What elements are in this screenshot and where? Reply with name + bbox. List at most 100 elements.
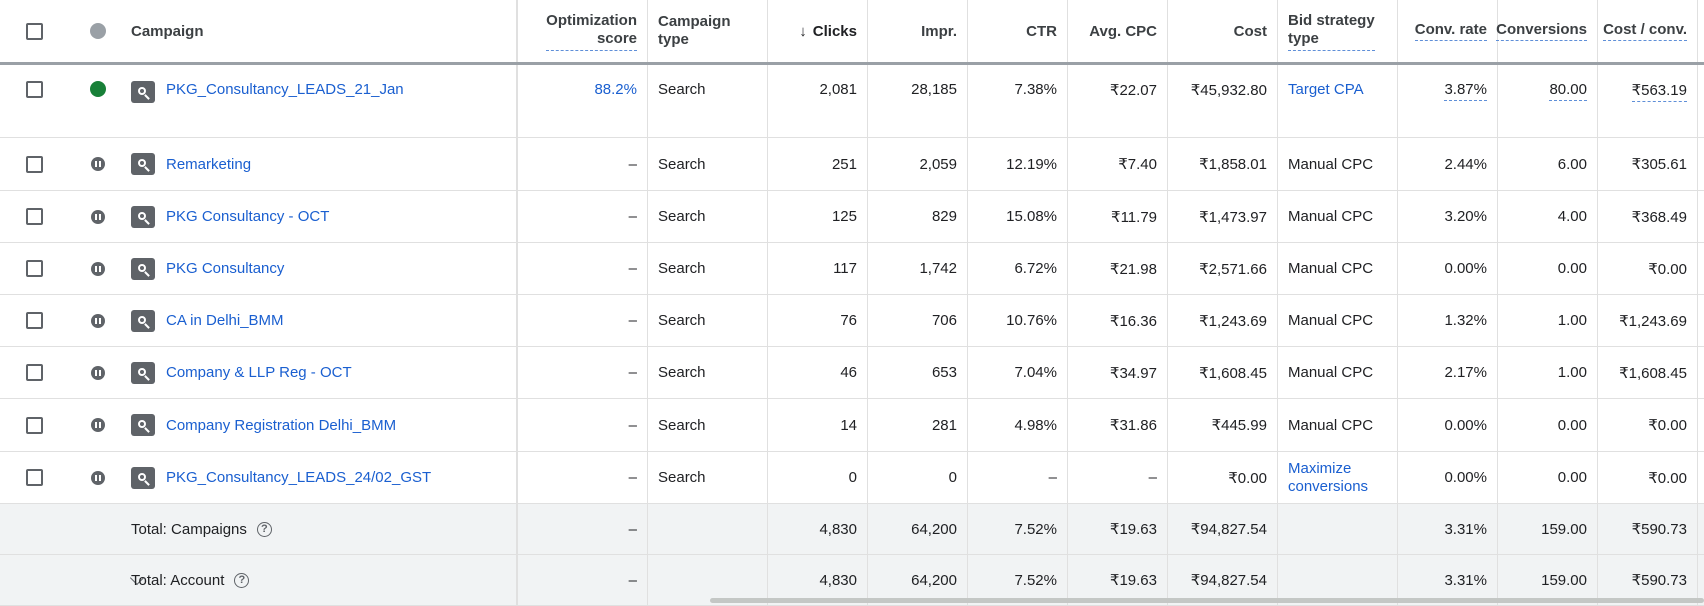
metric-cpc: ₹21.98 xyxy=(1109,260,1157,278)
optimization-score[interactable]: 88.2% xyxy=(594,81,637,98)
header-campaign-type[interactable]: Campaign type xyxy=(658,13,731,49)
cell-clicks: 251 xyxy=(768,138,868,190)
row-divider xyxy=(0,451,1704,452)
metric-cost: ₹1,243.69 xyxy=(1199,312,1267,330)
metric-conversions: 0.00 xyxy=(1557,469,1587,486)
header-impr[interactable]: Impr. xyxy=(921,22,957,40)
campaign-name-link[interactable]: Remarketing xyxy=(166,155,252,173)
cell-conversions: 4.00 xyxy=(1498,191,1598,242)
row-checkbox[interactable] xyxy=(25,155,43,173)
campaign-type: Search xyxy=(658,364,706,381)
row-checkbox[interactable] xyxy=(25,364,43,381)
header-cost-per-conv[interactable]: Cost / conv. xyxy=(1603,21,1687,41)
cell-bid: Manual CPC xyxy=(1278,243,1398,294)
cell-ctr: 15.08% xyxy=(968,191,1068,242)
row-checkbox[interactable] xyxy=(25,416,43,434)
paused-status-icon[interactable] xyxy=(91,470,105,485)
campaign-name-link[interactable]: Company & LLP Reg - OCT xyxy=(166,364,352,381)
cell-cb xyxy=(0,243,68,294)
campaign-name-link[interactable]: PKG_Consultancy_LEADS_21_Jan xyxy=(166,81,404,98)
search-icon xyxy=(131,257,155,280)
paused-status-icon[interactable] xyxy=(91,418,105,432)
cell-cost: ₹445.99 xyxy=(1168,399,1278,451)
help-circle-icon[interactable]: ? xyxy=(234,572,250,588)
metric-cost: ₹1,473.97 xyxy=(1199,208,1267,226)
row-checkbox[interactable] xyxy=(25,208,43,225)
cell-conversions: 80.00 xyxy=(1498,65,1598,137)
header-bid-strategy-type[interactable]: Bid strategy type xyxy=(1288,12,1375,51)
cell-clicks: 46 xyxy=(768,347,868,398)
cell-cost_conv: ₹368.49 xyxy=(1598,191,1698,242)
row-divider xyxy=(0,398,1704,399)
header-campaign-label[interactable]: Campaign xyxy=(131,22,204,40)
cell-clicks: 2,081 xyxy=(768,65,868,137)
campaign-name-link[interactable]: PKG_Consultancy_LEADS_24/02_GST xyxy=(166,469,432,486)
row-divider xyxy=(0,346,1704,347)
total-conversions: 159.00 xyxy=(1541,520,1587,538)
paused-status-icon[interactable] xyxy=(91,365,105,380)
cell-opt: – xyxy=(528,138,648,190)
campaign-name-link[interactable]: PKG Consultancy - OCT xyxy=(166,208,330,225)
metric-cost: ₹2,571.66 xyxy=(1199,260,1267,278)
row-checkbox[interactable] xyxy=(25,260,43,277)
cell-st xyxy=(68,191,128,242)
metric-cpc: ₹34.97 xyxy=(1109,364,1157,382)
metric-cpc: ₹22.07 xyxy=(1109,82,1157,99)
metric-impr: 0 xyxy=(948,469,957,486)
campaign-type: Search xyxy=(658,416,706,434)
metric-cost_conv: ₹0.00 xyxy=(1648,469,1687,487)
header-ctr[interactable]: CTR xyxy=(1026,22,1057,40)
campaign-name-link[interactable]: Company Registration Delhi_BMM xyxy=(166,416,397,434)
select-all-checkbox[interactable] xyxy=(25,22,43,40)
cell-cb xyxy=(0,138,68,190)
horizontal-scrollbar[interactable] xyxy=(710,598,1704,603)
cell-cost_conv: ₹1,608.45 xyxy=(1598,347,1698,398)
metric-conv_rate: 2.17% xyxy=(1444,364,1487,381)
help-circle-icon[interactable]: ? xyxy=(256,521,272,537)
header-clicks[interactable]: Clicks xyxy=(812,22,857,40)
campaign-row: PKG Consultancy – Search 117 1,742 6.72% ₹21.9… xyxy=(0,243,1704,294)
cell-opt: – xyxy=(528,452,648,503)
total-impr: 64,200 xyxy=(911,571,957,589)
magnifier-glyph xyxy=(138,87,146,95)
metric-cpc: ₹31.86 xyxy=(1109,417,1157,434)
metric-clicks: 2,081 xyxy=(819,81,857,98)
header-conv_rate: Conv. rate xyxy=(1398,0,1498,62)
total-cell-clicks: 4,830 xyxy=(768,555,868,605)
total-cell-st xyxy=(68,504,128,554)
cell-bid: Manual CPC xyxy=(1278,347,1398,398)
paused-status-icon[interactable] xyxy=(91,313,105,328)
bid-strategy-link[interactable]: Maximize conversions xyxy=(1288,460,1368,496)
metric-cost_conv: ₹305.61 xyxy=(1631,156,1687,173)
enabled-status-icon[interactable] xyxy=(90,81,106,97)
paused-status-icon[interactable] xyxy=(91,157,105,171)
cell-cb xyxy=(0,452,68,503)
magnifier-glyph xyxy=(138,211,146,220)
header-cost_conv: Cost / conv. xyxy=(1598,0,1698,62)
paused-status-icon[interactable] xyxy=(91,209,105,224)
header-conversions[interactable]: Conversions xyxy=(1496,21,1587,41)
cell-conv_rate: 0.00% xyxy=(1398,399,1498,451)
metric-ctr: 7.38% xyxy=(1014,81,1057,98)
total-row: Total: Account? – 4,830 64,200 7.52% ₹19.63 ₹9… xyxy=(0,555,1704,605)
row-checkbox[interactable] xyxy=(25,312,43,329)
row-checkbox[interactable] xyxy=(25,469,43,486)
total-cell-type xyxy=(648,555,768,605)
cell-bid: Manual CPC xyxy=(1278,191,1398,242)
campaign-name-link[interactable]: PKG Consultancy xyxy=(166,260,285,277)
paused-status-icon[interactable] xyxy=(91,261,105,276)
row-checkbox[interactable] xyxy=(25,81,43,98)
bid-strategy[interactable]: Target CPA xyxy=(1288,81,1364,98)
total-cpc: ₹19.63 xyxy=(1109,521,1157,538)
header-conv-rate[interactable]: Conv. rate xyxy=(1414,21,1487,41)
metric-conversions: 4.00 xyxy=(1557,208,1587,225)
header-avg-cpc[interactable]: Avg. CPC xyxy=(1089,22,1157,40)
metric-cost_conv: ₹1,608.45 xyxy=(1619,364,1687,382)
cell-conv_rate: 2.44% xyxy=(1398,138,1498,190)
header-optimization-score[interactable]: Optimization score xyxy=(546,12,637,51)
campaign-name-link[interactable]: CA in Delhi_BMM xyxy=(166,312,284,329)
cell-cost: ₹2,571.66 xyxy=(1168,243,1278,294)
total-cell-cb xyxy=(0,504,68,554)
cell-st xyxy=(68,347,128,398)
header-cost[interactable]: Cost xyxy=(1233,22,1267,40)
